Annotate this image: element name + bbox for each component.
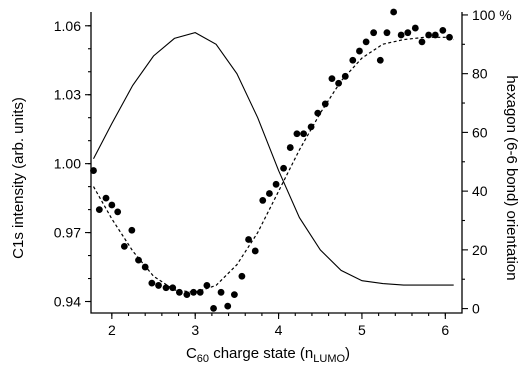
y-right-tick-label: 60 xyxy=(472,124,488,140)
data-point xyxy=(238,272,246,280)
data-point xyxy=(230,291,238,299)
data-point xyxy=(120,242,128,250)
fit-curve-dashed xyxy=(92,36,454,293)
data-point xyxy=(217,288,225,296)
y-right-tick-label: 20 xyxy=(472,242,488,258)
data-point xyxy=(251,247,259,255)
data-point xyxy=(390,8,398,16)
y-left-tick-label: 0.94 xyxy=(54,294,81,310)
y-left-tick-label: 1.00 xyxy=(54,156,81,172)
y-axis-title-right: hexagon (6-6 bond) orientation xyxy=(503,75,520,280)
data-point xyxy=(314,109,322,117)
data-point xyxy=(245,236,252,243)
plot-marks xyxy=(90,8,454,312)
data-point xyxy=(362,38,370,46)
data-point xyxy=(175,288,183,296)
data-point xyxy=(95,206,103,214)
data-point xyxy=(293,130,301,138)
y-left-tick-label: 1.03 xyxy=(54,87,81,103)
data-point xyxy=(102,194,110,202)
data-point xyxy=(280,164,287,172)
x-tick-label: 6 xyxy=(441,322,449,338)
y-right-tick-label: 100 % xyxy=(472,7,512,23)
orientation-curve xyxy=(93,32,454,286)
axis-frame xyxy=(90,12,463,314)
data-point xyxy=(335,79,343,87)
data-point xyxy=(135,256,142,264)
data-point xyxy=(404,29,412,37)
data-point xyxy=(300,130,307,138)
data-point xyxy=(259,197,267,204)
tick-labels: 2 3 4 5 6 0.94 0.97 1.00 1.03 1.06 0 20 40 60 80 100 % xyxy=(54,7,512,338)
data-point xyxy=(183,291,191,299)
y-left-tick-label: 0.97 xyxy=(54,225,81,241)
x-tick-label: 5 xyxy=(358,322,366,338)
y-right-tick-label: 40 xyxy=(472,183,488,199)
data-point xyxy=(446,33,453,41)
x-tick-label: 2 xyxy=(108,322,116,338)
data-point xyxy=(418,38,426,46)
data-point xyxy=(349,56,357,64)
x-tick-label: 4 xyxy=(275,322,283,338)
data-point xyxy=(90,167,97,174)
data-point xyxy=(162,284,170,292)
data-point xyxy=(431,31,439,39)
data-point xyxy=(108,201,116,209)
data-point xyxy=(425,31,433,39)
data-point xyxy=(272,180,280,188)
data-point xyxy=(356,47,363,55)
data-point xyxy=(128,226,136,234)
data-point xyxy=(155,282,162,289)
y-right-tick-label: 0 xyxy=(472,301,480,317)
data-point xyxy=(328,75,336,83)
data-point xyxy=(411,24,419,32)
data-point xyxy=(376,56,384,64)
data-point xyxy=(148,279,156,287)
x-axis-title: C60 charge state (nLUMO) xyxy=(186,345,350,365)
data-point xyxy=(286,144,294,151)
data-point xyxy=(266,190,273,197)
data-point xyxy=(114,208,122,216)
data-point xyxy=(383,29,391,37)
y-left-tick-label: 1.06 xyxy=(54,18,81,34)
data-point xyxy=(370,29,378,37)
data-point xyxy=(397,31,405,39)
data-point xyxy=(439,26,447,34)
data-point xyxy=(190,288,197,296)
y-axis-title-left: C1s intensity (arb. units) xyxy=(10,97,27,259)
data-point xyxy=(203,282,211,289)
data-point xyxy=(210,305,217,312)
x-tick-label: 3 xyxy=(191,322,199,338)
axes xyxy=(85,12,468,319)
y-right-tick-label: 80 xyxy=(472,66,488,82)
data-point xyxy=(224,302,232,310)
